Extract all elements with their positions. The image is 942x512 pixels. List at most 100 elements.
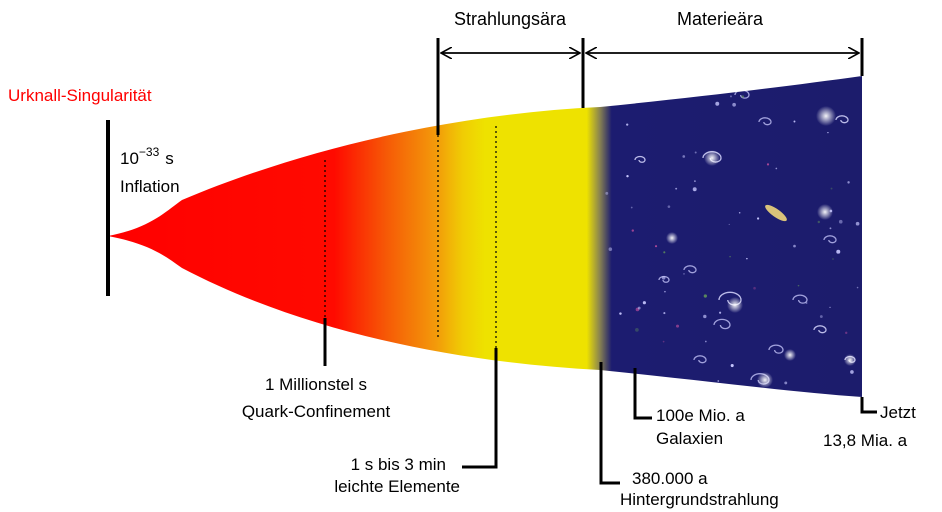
spiral-galaxy — [634, 155, 646, 163]
star — [682, 155, 686, 158]
bright-galaxy — [757, 372, 773, 388]
star — [735, 89, 738, 93]
star — [829, 306, 831, 309]
star — [608, 247, 613, 251]
universe-expansion-shape — [108, 76, 862, 397]
matter-era-label: Materieära — [677, 9, 764, 29]
star — [732, 102, 736, 107]
age-label: 13,8 Mia. a — [823, 431, 908, 450]
star — [784, 381, 788, 385]
spiral-galaxy — [792, 294, 808, 304]
star — [694, 151, 697, 154]
star — [850, 370, 854, 374]
spiral-galaxy — [768, 344, 784, 354]
star — [675, 187, 678, 190]
galaxies-label: Galaxien — [656, 429, 723, 448]
star — [635, 328, 639, 332]
bright-galaxy — [727, 297, 743, 313]
star — [746, 257, 748, 260]
bright-galaxy — [817, 204, 833, 220]
star — [817, 220, 821, 224]
star — [683, 273, 685, 275]
star — [856, 286, 859, 289]
inflation-time-label: 10−33 s — [120, 145, 174, 168]
bright-galaxy — [784, 349, 796, 361]
star — [832, 258, 834, 260]
singularity-label: Urknall-Singularität — [8, 86, 152, 105]
star — [717, 380, 720, 382]
nucleo-time-label: 1 s bis 3 min — [351, 455, 446, 474]
quark-time-label: 1 Millionstel s — [265, 375, 367, 394]
star — [766, 163, 770, 166]
star — [661, 275, 666, 280]
star — [793, 244, 796, 248]
star — [648, 93, 652, 98]
star — [855, 221, 860, 226]
quark-label: Quark-Confinement — [242, 402, 391, 421]
now-marker-line — [860, 397, 877, 414]
star — [729, 95, 732, 98]
star — [626, 123, 629, 126]
star — [619, 312, 622, 315]
spiral-galaxy — [683, 265, 697, 274]
spiral-galaxy — [693, 355, 707, 364]
radiation-era-label: Strahlungsära — [454, 9, 567, 29]
spiral-galaxy — [813, 325, 827, 334]
spiral-galaxy — [823, 235, 837, 244]
star — [756, 217, 760, 220]
spiral-galaxy — [713, 318, 731, 330]
star — [729, 255, 731, 258]
bright-galaxy — [844, 354, 856, 366]
star — [745, 86, 748, 89]
star — [741, 95, 745, 98]
star — [642, 301, 646, 305]
star — [630, 206, 633, 209]
star — [625, 100, 627, 103]
star — [645, 78, 649, 82]
star — [830, 187, 833, 190]
nucleo-label: leichte Elemente — [334, 477, 460, 496]
spiral-galaxy — [658, 275, 670, 283]
star — [738, 212, 741, 214]
star — [703, 314, 707, 319]
star — [775, 167, 778, 170]
star — [631, 229, 634, 232]
star — [836, 249, 841, 254]
star — [663, 312, 666, 315]
star — [676, 324, 680, 328]
now-label: Jetzt — [880, 403, 916, 422]
star — [663, 251, 666, 254]
star — [605, 191, 609, 195]
galaxies-marker-line — [633, 368, 652, 420]
star — [637, 306, 641, 310]
star — [704, 340, 707, 343]
star — [847, 181, 850, 184]
star — [797, 284, 800, 287]
star — [662, 340, 665, 343]
star — [845, 331, 848, 335]
star — [664, 290, 666, 293]
bright-galaxy — [666, 232, 678, 244]
spiral-galaxy — [835, 115, 849, 124]
star — [667, 205, 671, 208]
star — [654, 245, 658, 248]
star — [753, 286, 756, 290]
spiral-galaxy — [758, 117, 772, 126]
star — [692, 187, 697, 192]
star — [694, 180, 696, 182]
star — [829, 209, 833, 213]
cmb-marker-line — [599, 362, 620, 485]
star — [805, 301, 808, 304]
star — [838, 219, 843, 224]
cmb-label: Hintergrundstrahlung — [620, 490, 779, 509]
star — [703, 294, 707, 298]
star — [626, 174, 629, 178]
galaxies-time-label: 100e Mio. a — [656, 406, 745, 425]
star — [626, 93, 630, 97]
inflation-label: Inflation — [120, 177, 180, 196]
star — [819, 315, 823, 318]
star — [793, 120, 796, 123]
nucleo-marker-line — [462, 348, 498, 469]
bright-galaxy — [816, 106, 836, 126]
